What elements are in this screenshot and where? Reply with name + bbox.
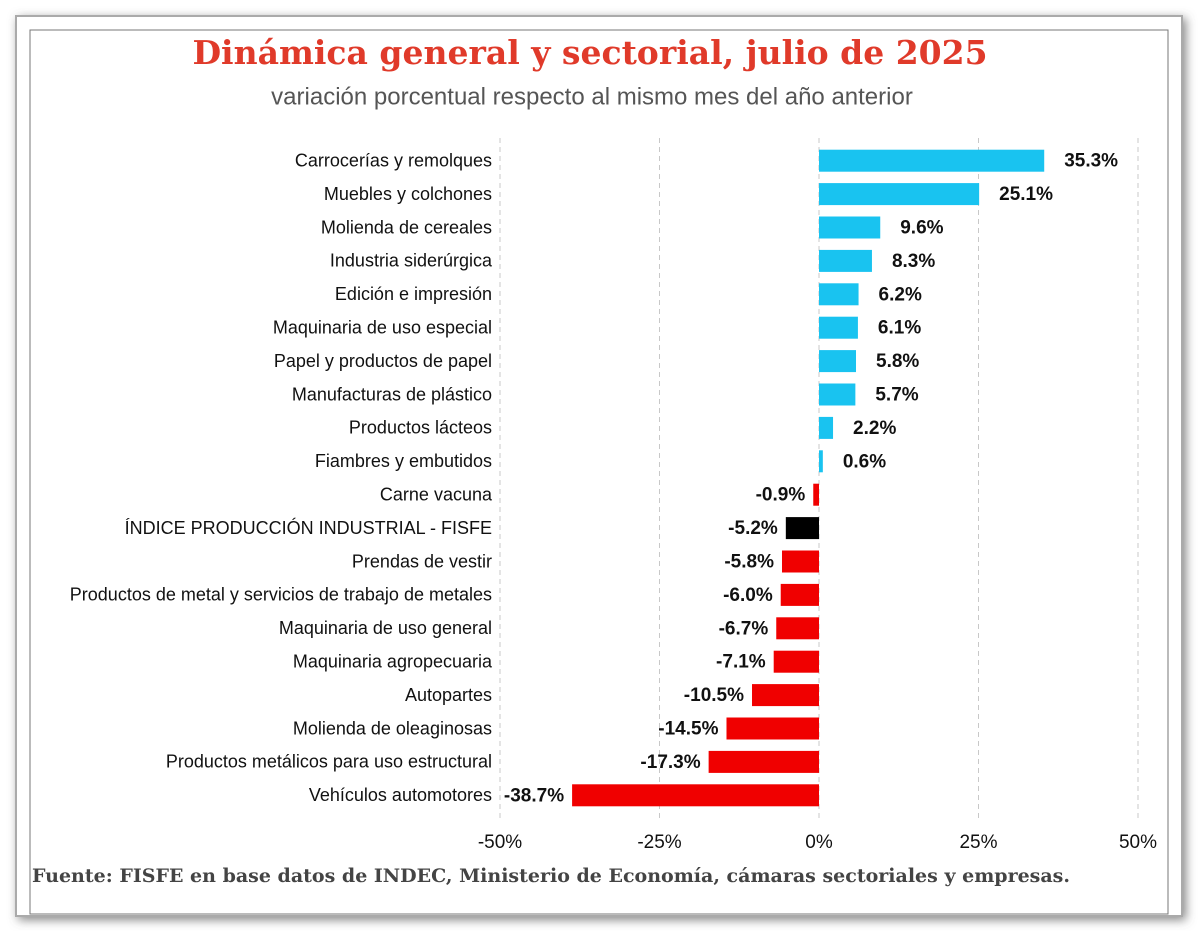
- bar: [813, 483, 819, 506]
- bar: [785, 517, 819, 540]
- bar: [752, 684, 819, 707]
- chart-subtitle: variación porcentual respecto al mismo m…: [271, 83, 913, 110]
- value-label: 5.8%: [876, 351, 919, 372]
- value-label: 6.2%: [879, 284, 922, 305]
- x-tick-label: 0%: [805, 832, 833, 853]
- y-tick-label: Industria siderúrgica: [330, 251, 493, 271]
- bar: [708, 750, 819, 773]
- value-label: -14.5%: [658, 719, 718, 740]
- value-label: 2.2%: [853, 418, 896, 439]
- bar: [819, 216, 881, 239]
- y-tick-label: Edición e impresión: [335, 284, 492, 304]
- bar: [819, 283, 859, 306]
- bar: [572, 784, 819, 807]
- bar: [780, 583, 819, 606]
- y-tick-label: Molienda de cereales: [321, 217, 492, 237]
- y-tick-label: Fiambres y embutidos: [315, 451, 492, 471]
- bar: [819, 416, 834, 439]
- bar: [819, 350, 857, 373]
- x-tick-label: 25%: [959, 832, 997, 853]
- value-label: -7.1%: [716, 652, 766, 673]
- y-tick-label: Maquinaria agropecuaria: [293, 651, 493, 671]
- y-tick-label: Vehículos automotores: [309, 785, 492, 805]
- value-label: 35.3%: [1064, 151, 1118, 172]
- x-tick-label: 50%: [1119, 832, 1157, 853]
- value-label: 9.6%: [900, 218, 943, 239]
- value-label: 5.7%: [875, 385, 918, 406]
- value-label: -0.9%: [756, 485, 806, 506]
- bar: [781, 550, 819, 573]
- bar: [776, 617, 819, 640]
- value-label: 0.6%: [843, 451, 886, 472]
- y-tick-label: Productos de metal y servicios de trabaj…: [70, 585, 492, 605]
- x-tick-label: -50%: [478, 832, 522, 853]
- bar: [819, 249, 872, 272]
- value-label: -10.5%: [684, 685, 744, 706]
- y-tick-label: Papel y productos de papel: [274, 351, 492, 371]
- y-tick-label: Carne vacuna: [380, 484, 493, 504]
- y-tick-label: Maquinaria de uso especial: [273, 317, 492, 337]
- y-tick-label: Productos lácteos: [349, 418, 492, 438]
- bar: [726, 717, 819, 740]
- y-tick-label: Prendas de vestir: [352, 551, 492, 571]
- x-tick-label: -25%: [637, 832, 681, 853]
- chart-title: Dinámica general y sectorial, julio de 2…: [192, 33, 987, 72]
- bar: [819, 183, 980, 206]
- y-tick-label: Maquinaria de uso general: [279, 618, 492, 638]
- value-label: -17.3%: [640, 752, 700, 773]
- y-tick-label: Carrocerías y remolques: [295, 150, 492, 170]
- bar: [773, 650, 819, 673]
- value-label: -5.2%: [728, 518, 778, 539]
- source: Fuente: FISFE en base datos de INDEC, Mi…: [32, 865, 1070, 887]
- value-label: 25.1%: [999, 184, 1053, 205]
- bar: [819, 450, 823, 473]
- y-tick-label: ÍNDICE PRODUCCIÓN INDUSTRIAL - FISFE: [125, 517, 492, 538]
- y-tick-label: Autopartes: [405, 685, 492, 705]
- value-label: -5.8%: [724, 552, 774, 573]
- bar: [819, 149, 1045, 172]
- y-tick-label: Muebles y colchones: [324, 184, 492, 204]
- bar: [819, 383, 856, 406]
- y-tick-label: Manufacturas de plástico: [292, 384, 492, 404]
- bar: [819, 316, 858, 339]
- value-label: -6.0%: [723, 585, 773, 606]
- y-tick-label: Productos metálicos para uso estructural: [166, 752, 492, 772]
- value-label: -38.7%: [504, 785, 564, 806]
- value-label: 6.1%: [878, 318, 921, 339]
- value-label: -6.7%: [719, 618, 769, 639]
- y-tick-label: Molienda de oleaginosas: [293, 718, 492, 738]
- value-label: 8.3%: [892, 251, 935, 272]
